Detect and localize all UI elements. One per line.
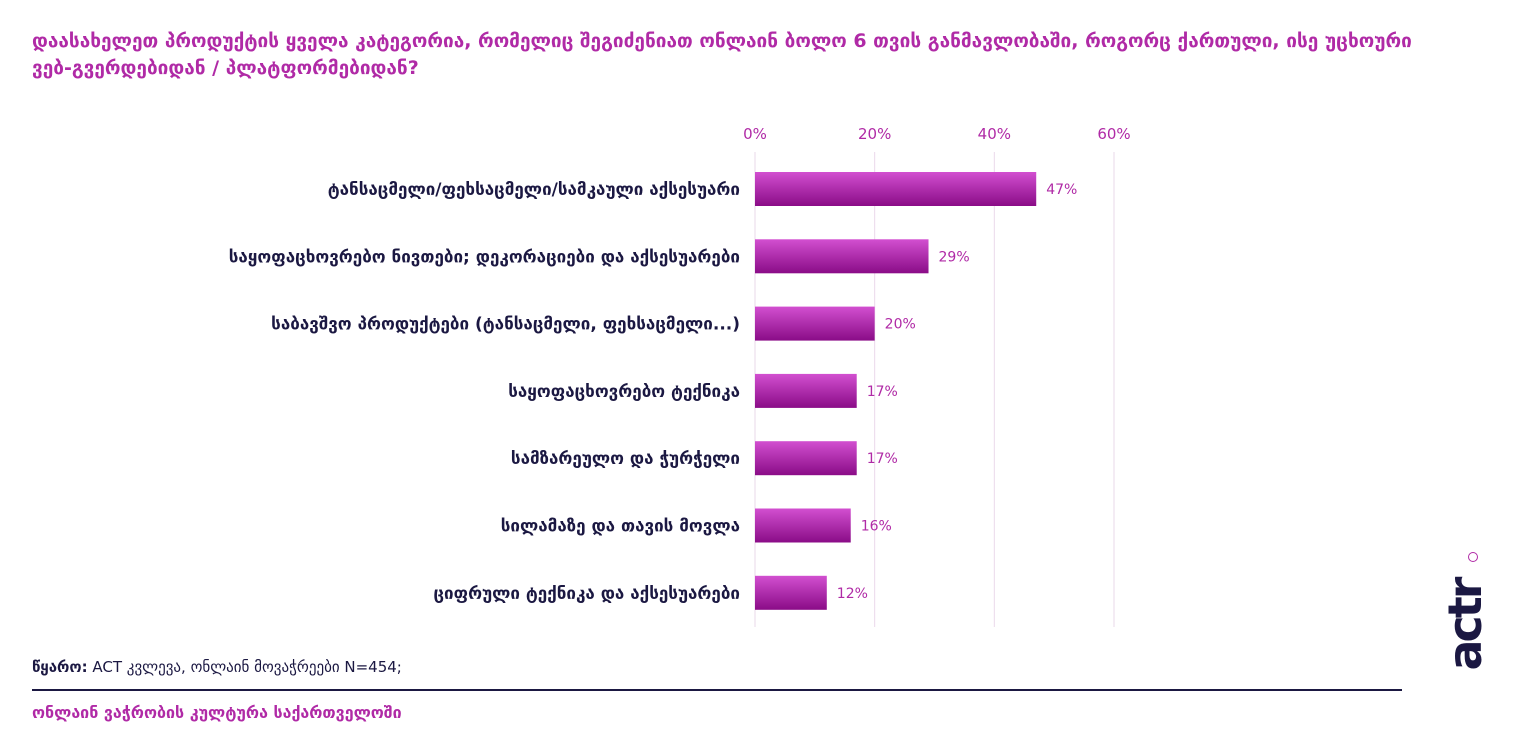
source-text: ACT კვლევა, ონლაინ მოვაჭრეები N=454; (92, 658, 402, 676)
category-label: სამზარეულო და ჭურჭელი (511, 449, 740, 469)
bar (755, 172, 1037, 206)
source-note: წყარო: ACT კვლევა, ონლაინ მოვაჭრეები N=4… (32, 658, 402, 676)
x-tick-label: 60% (1097, 125, 1130, 143)
footer-title: ონლაინ ვაჭრობის კულტურა საქართველოში (32, 703, 402, 722)
bar (755, 508, 851, 543)
registered-mark-icon (1468, 552, 1478, 562)
bar (755, 239, 929, 274)
category-label: ციფრული ტექნიკა და აქსესუარები (433, 584, 740, 604)
x-tick-label: 40% (978, 125, 1011, 143)
x-tick-label: 0% (743, 125, 767, 143)
data-label: 20% (885, 317, 916, 333)
logo-text: actr (1438, 579, 1492, 671)
data-label: 16% (861, 519, 892, 535)
category-label: საბავშვო პროდუქტები (ტანსაცმელი, ფეხსაცმ… (271, 315, 740, 335)
source-label: წყარო: (32, 658, 88, 676)
bar (755, 575, 827, 610)
footer-divider (32, 689, 1402, 691)
bar (755, 306, 875, 341)
data-label: 17% (867, 384, 898, 400)
data-label: 17% (867, 451, 898, 467)
category-label: ტანსაცმელი/ფეხსაცმელი/სამკაული აქსესუარი (328, 180, 740, 200)
category-label: სილამაზე და თავის მოვლა (501, 517, 740, 537)
data-label: 29% (939, 249, 970, 265)
bar (755, 441, 857, 476)
data-label: 12% (837, 586, 868, 602)
act-logo: actr (1438, 550, 1492, 700)
x-tick-label: 20% (858, 125, 891, 143)
chart-title: დაასახელეთ პროდუქტის ყველა კატეგორია, რო… (32, 30, 1412, 79)
bar (755, 373, 857, 408)
category-label: საყოფაცხოვრებო ნივთები; დეკორაციები და ა… (229, 247, 740, 267)
data-label: 47% (1046, 182, 1077, 198)
category-label: საყოფაცხოვრებო ტექნიკა (508, 382, 740, 402)
